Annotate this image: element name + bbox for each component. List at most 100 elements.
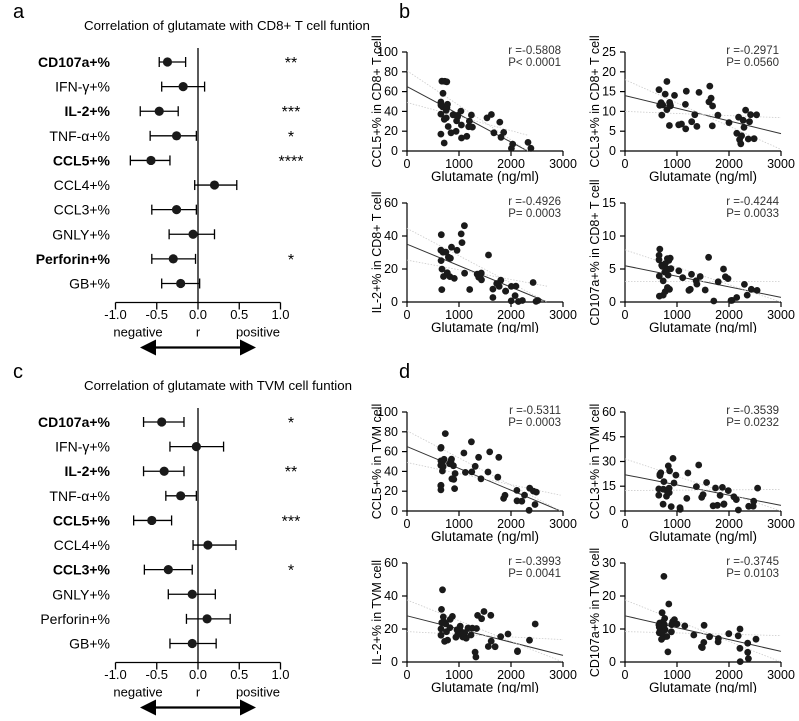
svg-text:0: 0 — [391, 655, 398, 669]
svg-text:25: 25 — [602, 45, 616, 59]
svg-text:0: 0 — [622, 308, 629, 322]
svg-text:30: 30 — [602, 455, 616, 469]
svg-text:P= 0.0003: P= 0.0003 — [508, 417, 561, 429]
svg-text:IFN-γ+%: IFN-γ+% — [55, 439, 110, 455]
svg-text:CD107a+% in TVM cell: CD107a+% in TVM cell — [588, 548, 602, 677]
svg-text:1.0: 1.0 — [271, 307, 289, 322]
svg-text:P= 0.0232: P= 0.0232 — [726, 417, 779, 429]
svg-text:0: 0 — [391, 504, 398, 518]
svg-text:Glutamate (ng/ml): Glutamate (ng/ml) — [649, 680, 757, 693]
svg-text:P= 0.0033: P= 0.0033 — [726, 208, 779, 220]
svg-text:30: 30 — [602, 556, 616, 570]
svg-text:0.0: 0.0 — [189, 667, 207, 682]
svg-text:Correlation of glutamate wit: Correlation of glutamate with CD8+ T cel… — [84, 18, 370, 33]
svg-text:Glutamate (ng/ml): Glutamate (ng/ml) — [649, 529, 757, 544]
svg-text:0: 0 — [391, 295, 398, 309]
svg-text:3000: 3000 — [767, 668, 795, 682]
svg-text:r =-0.5808: r =-0.5808 — [508, 45, 561, 57]
svg-text:0: 0 — [622, 157, 629, 171]
svg-text:3000: 3000 — [767, 157, 795, 171]
svg-text:20: 20 — [384, 262, 398, 276]
svg-text:GB+%: GB+% — [69, 635, 110, 651]
svg-text:CCL3+% in CD8+ T cell: CCL3+% in CD8+ T cell — [588, 35, 602, 167]
svg-text:40: 40 — [384, 104, 398, 118]
svg-text:0.5: 0.5 — [230, 667, 248, 682]
svg-text:0: 0 — [404, 668, 411, 682]
svg-text:20: 20 — [602, 65, 616, 79]
svg-text:40: 40 — [384, 589, 398, 603]
svg-text:r =-0.3993: r =-0.3993 — [508, 556, 561, 568]
svg-text:10: 10 — [602, 622, 616, 636]
svg-text:3000: 3000 — [549, 517, 577, 531]
svg-text:-1.0: -1.0 — [104, 667, 126, 682]
svg-text:r =-0.3539: r =-0.3539 — [726, 405, 779, 417]
svg-text:0: 0 — [609, 295, 616, 309]
svg-text:IL-2+% in CD8+ T cell: IL-2+% in CD8+ T cell — [370, 192, 384, 314]
svg-text:IL-2+%: IL-2+% — [64, 463, 110, 479]
svg-text:Glutamate (ng/ml): Glutamate (ng/ml) — [431, 529, 539, 544]
svg-text:P= 0.0041: P= 0.0041 — [508, 568, 561, 580]
svg-text:80: 80 — [384, 425, 398, 439]
svg-text:P= 0.0003: P= 0.0003 — [508, 208, 561, 220]
svg-text:CCL5+%: CCL5+% — [53, 512, 111, 528]
svg-text:10: 10 — [602, 104, 616, 118]
svg-text:Glutamate (ng/ml): Glutamate (ng/ml) — [649, 169, 757, 184]
svg-text:*: * — [288, 415, 294, 432]
svg-text:0: 0 — [404, 517, 411, 531]
svg-text:80: 80 — [384, 65, 398, 79]
svg-text:-0.5: -0.5 — [146, 667, 168, 682]
svg-text:5: 5 — [609, 124, 616, 138]
svg-text:60: 60 — [384, 445, 398, 459]
svg-text:3000: 3000 — [549, 157, 577, 171]
svg-text:IFN-γ+%: IFN-γ+% — [55, 79, 110, 95]
svg-text:20: 20 — [384, 622, 398, 636]
svg-text:15: 15 — [602, 196, 616, 210]
svg-text:0: 0 — [404, 157, 411, 171]
svg-text:CCL5+% in TVM cell: CCL5+% in TVM cell — [370, 404, 384, 519]
svg-text:3000: 3000 — [549, 668, 577, 682]
svg-text:0: 0 — [609, 655, 616, 669]
svg-text:Glutamate (ng/ml): Glutamate (ng/ml) — [431, 680, 539, 693]
svg-text:*: * — [288, 252, 294, 269]
svg-text:1.0: 1.0 — [271, 667, 289, 682]
svg-text:20: 20 — [384, 124, 398, 138]
svg-text:Glutamate (ng/ml): Glutamate (ng/ml) — [431, 169, 539, 184]
svg-text:20: 20 — [602, 589, 616, 603]
svg-text:CCL3+% in TVM cell: CCL3+% in TVM cell — [588, 404, 602, 519]
svg-text:CCL5+%: CCL5+% — [53, 152, 111, 168]
svg-text:5: 5 — [609, 262, 616, 276]
svg-text:r =-0.4926: r =-0.4926 — [508, 196, 561, 208]
svg-text:**: ** — [285, 464, 297, 481]
svg-text:45: 45 — [602, 430, 616, 444]
svg-text:40: 40 — [384, 464, 398, 478]
svg-text:60: 60 — [602, 405, 616, 419]
svg-text:20: 20 — [384, 484, 398, 498]
svg-text:*: * — [288, 563, 294, 580]
svg-text:CCL3+%: CCL3+% — [53, 562, 111, 578]
svg-text:****: **** — [279, 153, 304, 170]
svg-text:GNLY+%: GNLY+% — [52, 226, 110, 242]
svg-text:Perforin+%: Perforin+% — [36, 251, 111, 267]
svg-text:3000: 3000 — [767, 308, 795, 322]
svg-text:positive: positive — [236, 325, 280, 340]
svg-text:IL-2+% in TVM cell: IL-2+% in TVM cell — [370, 560, 384, 665]
svg-text:CD107a+%: CD107a+% — [38, 414, 111, 430]
svg-text:IL-2+%: IL-2+% — [64, 103, 110, 119]
svg-text:TNF-α+%: TNF-α+% — [49, 128, 110, 144]
svg-text:CD107a+% in CD8+ T cell: CD107a+% in CD8+ T cell — [588, 179, 602, 325]
svg-text:CCL4+%: CCL4+% — [54, 177, 110, 193]
svg-text:GB+%: GB+% — [69, 275, 110, 291]
svg-text:positive: positive — [236, 685, 280, 700]
svg-text:60: 60 — [384, 196, 398, 210]
svg-text:3000: 3000 — [767, 517, 795, 531]
svg-text:**: ** — [285, 55, 297, 72]
svg-text:r =-0.5311: r =-0.5311 — [509, 405, 561, 417]
svg-text:*: * — [288, 129, 294, 146]
svg-text:P= 0.0103: P= 0.0103 — [726, 568, 779, 580]
svg-text:P< 0.0001: P< 0.0001 — [508, 57, 561, 69]
svg-text:r =-0.4244: r =-0.4244 — [726, 196, 779, 208]
svg-text:-0.5: -0.5 — [146, 307, 168, 322]
svg-text:GNLY+%: GNLY+% — [52, 586, 110, 602]
svg-text:***: *** — [282, 104, 301, 121]
svg-text:0: 0 — [391, 144, 398, 158]
